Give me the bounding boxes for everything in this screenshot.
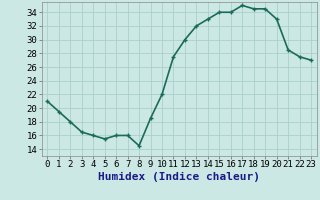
X-axis label: Humidex (Indice chaleur): Humidex (Indice chaleur) bbox=[98, 172, 260, 182]
